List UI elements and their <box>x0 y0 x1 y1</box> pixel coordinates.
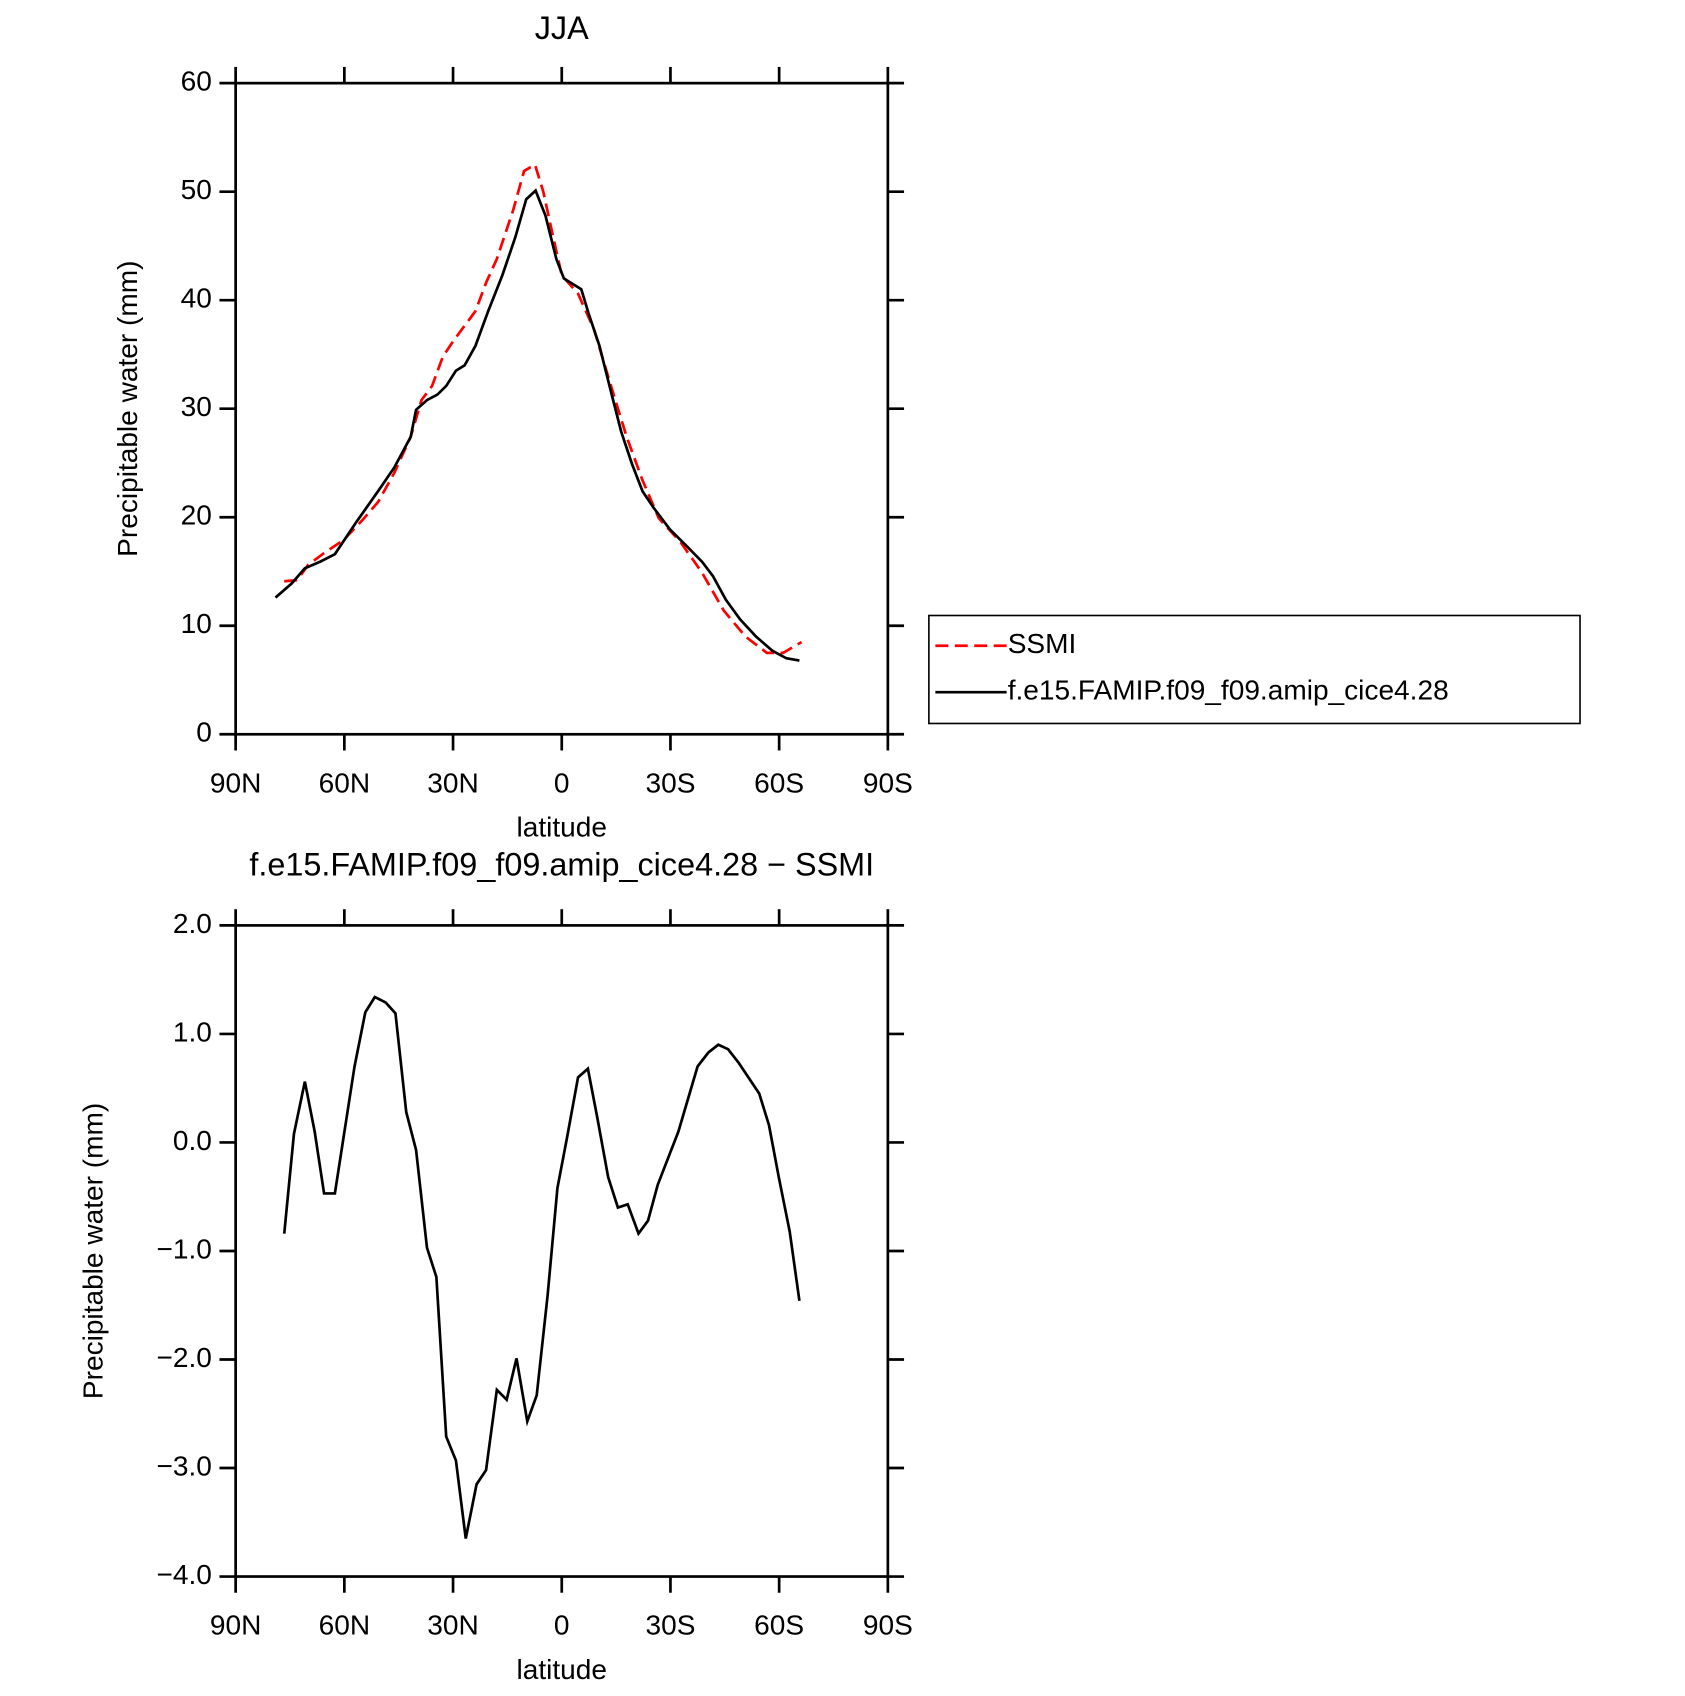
y-tick-label: −2.0 <box>156 1342 211 1373</box>
data-line <box>274 188 800 662</box>
y-tick-label: 60 <box>181 66 212 97</box>
x-tick-label: 0 <box>554 1610 570 1641</box>
y-axis-label: Precipitable water (mm) <box>112 261 143 557</box>
legend-box <box>928 614 1581 725</box>
legend-label: f.e15.FAMIP.f09_f09.amip_cice4.28 <box>1008 675 1449 706</box>
x-axis-label: latitude <box>516 812 606 843</box>
chart-title: JJA <box>535 10 589 46</box>
y-tick-label: 50 <box>181 174 212 205</box>
x-tick-label: 30S <box>645 767 695 798</box>
plot-frame <box>234 924 890 1578</box>
y-tick-label: −3.0 <box>156 1450 211 1481</box>
data-line <box>282 995 801 1539</box>
y-tick-label: 20 <box>181 500 212 531</box>
x-tick-label: 90S <box>863 1610 913 1641</box>
y-tick-label: 30 <box>181 391 212 422</box>
legend-label: SSMI <box>1008 628 1077 659</box>
y-tick-label: 40 <box>181 283 212 314</box>
x-tick-label: 90N <box>210 767 261 798</box>
y-tick-label: 2.0 <box>173 908 212 939</box>
x-axis-label: latitude <box>516 1654 606 1685</box>
y-axis-label: Precipitable water (mm) <box>78 1103 109 1399</box>
y-tick-label: −1.0 <box>156 1233 211 1264</box>
x-tick-label: 60S <box>754 1610 804 1641</box>
x-tick-label: 0 <box>554 767 570 798</box>
data-line <box>284 162 803 655</box>
x-tick-label: 60S <box>754 767 804 798</box>
x-tick-label: 60N <box>319 767 370 798</box>
chart-title: f.e15.FAMIP.f09_f09.amip_cice4.28 − SSMI <box>249 847 874 883</box>
y-tick-label: 0.0 <box>173 1125 212 1156</box>
x-tick-label: 30S <box>645 1610 695 1641</box>
y-tick-label: 1.0 <box>173 1016 212 1047</box>
x-tick-label: 60N <box>319 1610 370 1641</box>
y-tick-label: 0 <box>196 717 212 748</box>
x-tick-label: 30N <box>427 1610 478 1641</box>
x-tick-label: 90N <box>210 1610 261 1641</box>
x-tick-label: 30N <box>427 767 478 798</box>
x-tick-label: 90S <box>863 767 913 798</box>
y-tick-label: 10 <box>181 608 212 639</box>
plot-frame <box>234 81 890 736</box>
y-tick-label: −4.0 <box>156 1559 211 1590</box>
